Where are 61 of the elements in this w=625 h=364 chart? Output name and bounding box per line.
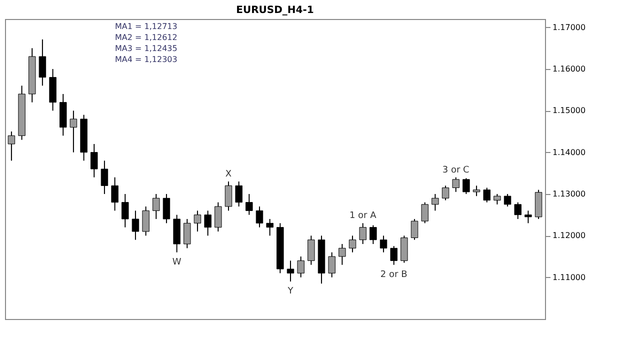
y-tick-label: 1.14000: [552, 148, 586, 157]
candlestick: [494, 194, 501, 205]
candlestick: [338, 244, 346, 266]
annotation: Y: [286, 286, 294, 296]
candlestick: [162, 194, 170, 224]
candlestick: [286, 260, 294, 282]
candlestick: [359, 222, 366, 244]
candlestick: [132, 210, 140, 240]
candlestick: [256, 206, 264, 228]
candlestick: [100, 160, 108, 194]
candlestick: [514, 202, 522, 220]
y-tick-label: 1.16000: [552, 64, 586, 74]
candlestick: [111, 176, 118, 212]
candlestick: [328, 252, 336, 278]
candlestick: [380, 235, 388, 253]
annotation: 3 or C: [442, 165, 470, 176]
candlestick: [70, 110, 78, 153]
annotation: W: [172, 257, 182, 268]
candlestick: [297, 256, 304, 278]
annotation: 2 or B: [380, 270, 408, 280]
candlestick: [452, 176, 460, 192]
annotation: MA3 = 1,12435: [115, 44, 178, 53]
y-tick-label: 1.13000: [552, 190, 586, 198]
candlestick: [370, 224, 377, 244]
candlestick: [472, 185, 480, 197]
chart-title: EURUSD_H4-1: [236, 5, 314, 16]
y-tick-label: 1.15000: [552, 106, 586, 116]
candlestick: [483, 187, 490, 203]
y-tick-label: 1.12000: [552, 231, 586, 240]
candlestick: [8, 131, 16, 162]
annotation: MA4 = 1,12303: [115, 55, 178, 64]
candlestick: [410, 218, 418, 240]
candlestick: [235, 181, 242, 207]
annotation: 1 or A: [349, 211, 378, 222]
candlestick: [152, 194, 160, 220]
y-tick-label: 1.17000: [552, 22, 586, 32]
candlestick: [38, 38, 46, 86]
candlestick: [462, 178, 470, 194]
candlestick: [142, 206, 150, 236]
annotation: X: [225, 170, 232, 180]
candlestick: [348, 235, 356, 253]
candlestick: [504, 194, 512, 207]
candlestick: [194, 210, 202, 232]
candlestick: [432, 194, 439, 212]
candlestick: [184, 218, 191, 249]
candlestick: [122, 194, 129, 228]
candlestick: [90, 144, 98, 178]
candlestick: [442, 185, 450, 201]
annotation: MA2 = 1,12612: [115, 33, 178, 42]
candlestick: [421, 202, 428, 224]
annotation: MA1 = 1,12713: [115, 22, 178, 31]
candlestick: [390, 246, 398, 266]
candlestick: [224, 181, 232, 212]
candlestick: [308, 235, 315, 266]
candlestick: [214, 202, 222, 232]
candlestick: [524, 210, 532, 224]
y-tick-label: 1.11000: [552, 272, 586, 282]
candlestick: [246, 194, 253, 216]
candlestick: [266, 218, 274, 236]
candlestick: [204, 210, 212, 236]
candlestick: [400, 235, 408, 264]
